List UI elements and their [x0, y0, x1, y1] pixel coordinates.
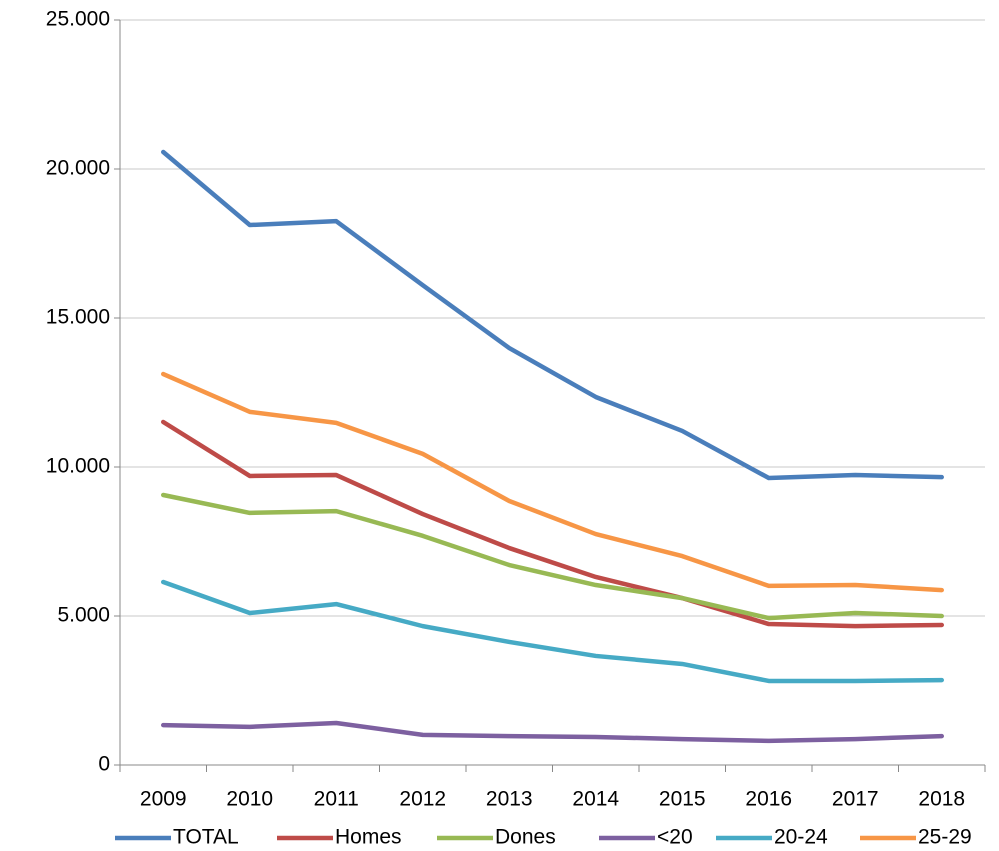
series-line [161, 492, 944, 621]
y-tick-label: 20.000 [46, 157, 110, 180]
x-tick-label: 2014 [572, 788, 619, 811]
series-line [161, 371, 944, 593]
y-tick-label: 15.000 [46, 306, 110, 329]
y-tick-label: 5.000 [57, 604, 110, 627]
x-tick-label: 2018 [918, 788, 965, 811]
x-tick-label: 2017 [832, 788, 879, 811]
legend-label: Homes [335, 826, 402, 849]
x-tick-label: 2010 [226, 788, 273, 811]
y-tick-label: 25.000 [46, 8, 110, 31]
series-line [161, 579, 944, 684]
x-tick-label: 2009 [140, 788, 187, 811]
series-line [161, 720, 944, 744]
x-tick-label: 2015 [659, 788, 706, 811]
x-tick-label: 2013 [486, 788, 533, 811]
legend-label: 20-24 [774, 826, 828, 849]
series-line [161, 419, 944, 629]
legend-label: Dones [495, 826, 556, 849]
x-tick-label: 2011 [314, 788, 359, 811]
x-tick-label: 2016 [745, 788, 792, 811]
legend-label: TOTAL [173, 826, 239, 849]
legend-label: <20 [657, 826, 693, 849]
y-tick-label: 10.000 [46, 455, 110, 478]
x-tick-label: 2012 [399, 788, 446, 811]
legend-label: 25-29 [918, 826, 972, 849]
series-line [161, 149, 944, 481]
y-tick-label: 0 [98, 753, 110, 776]
